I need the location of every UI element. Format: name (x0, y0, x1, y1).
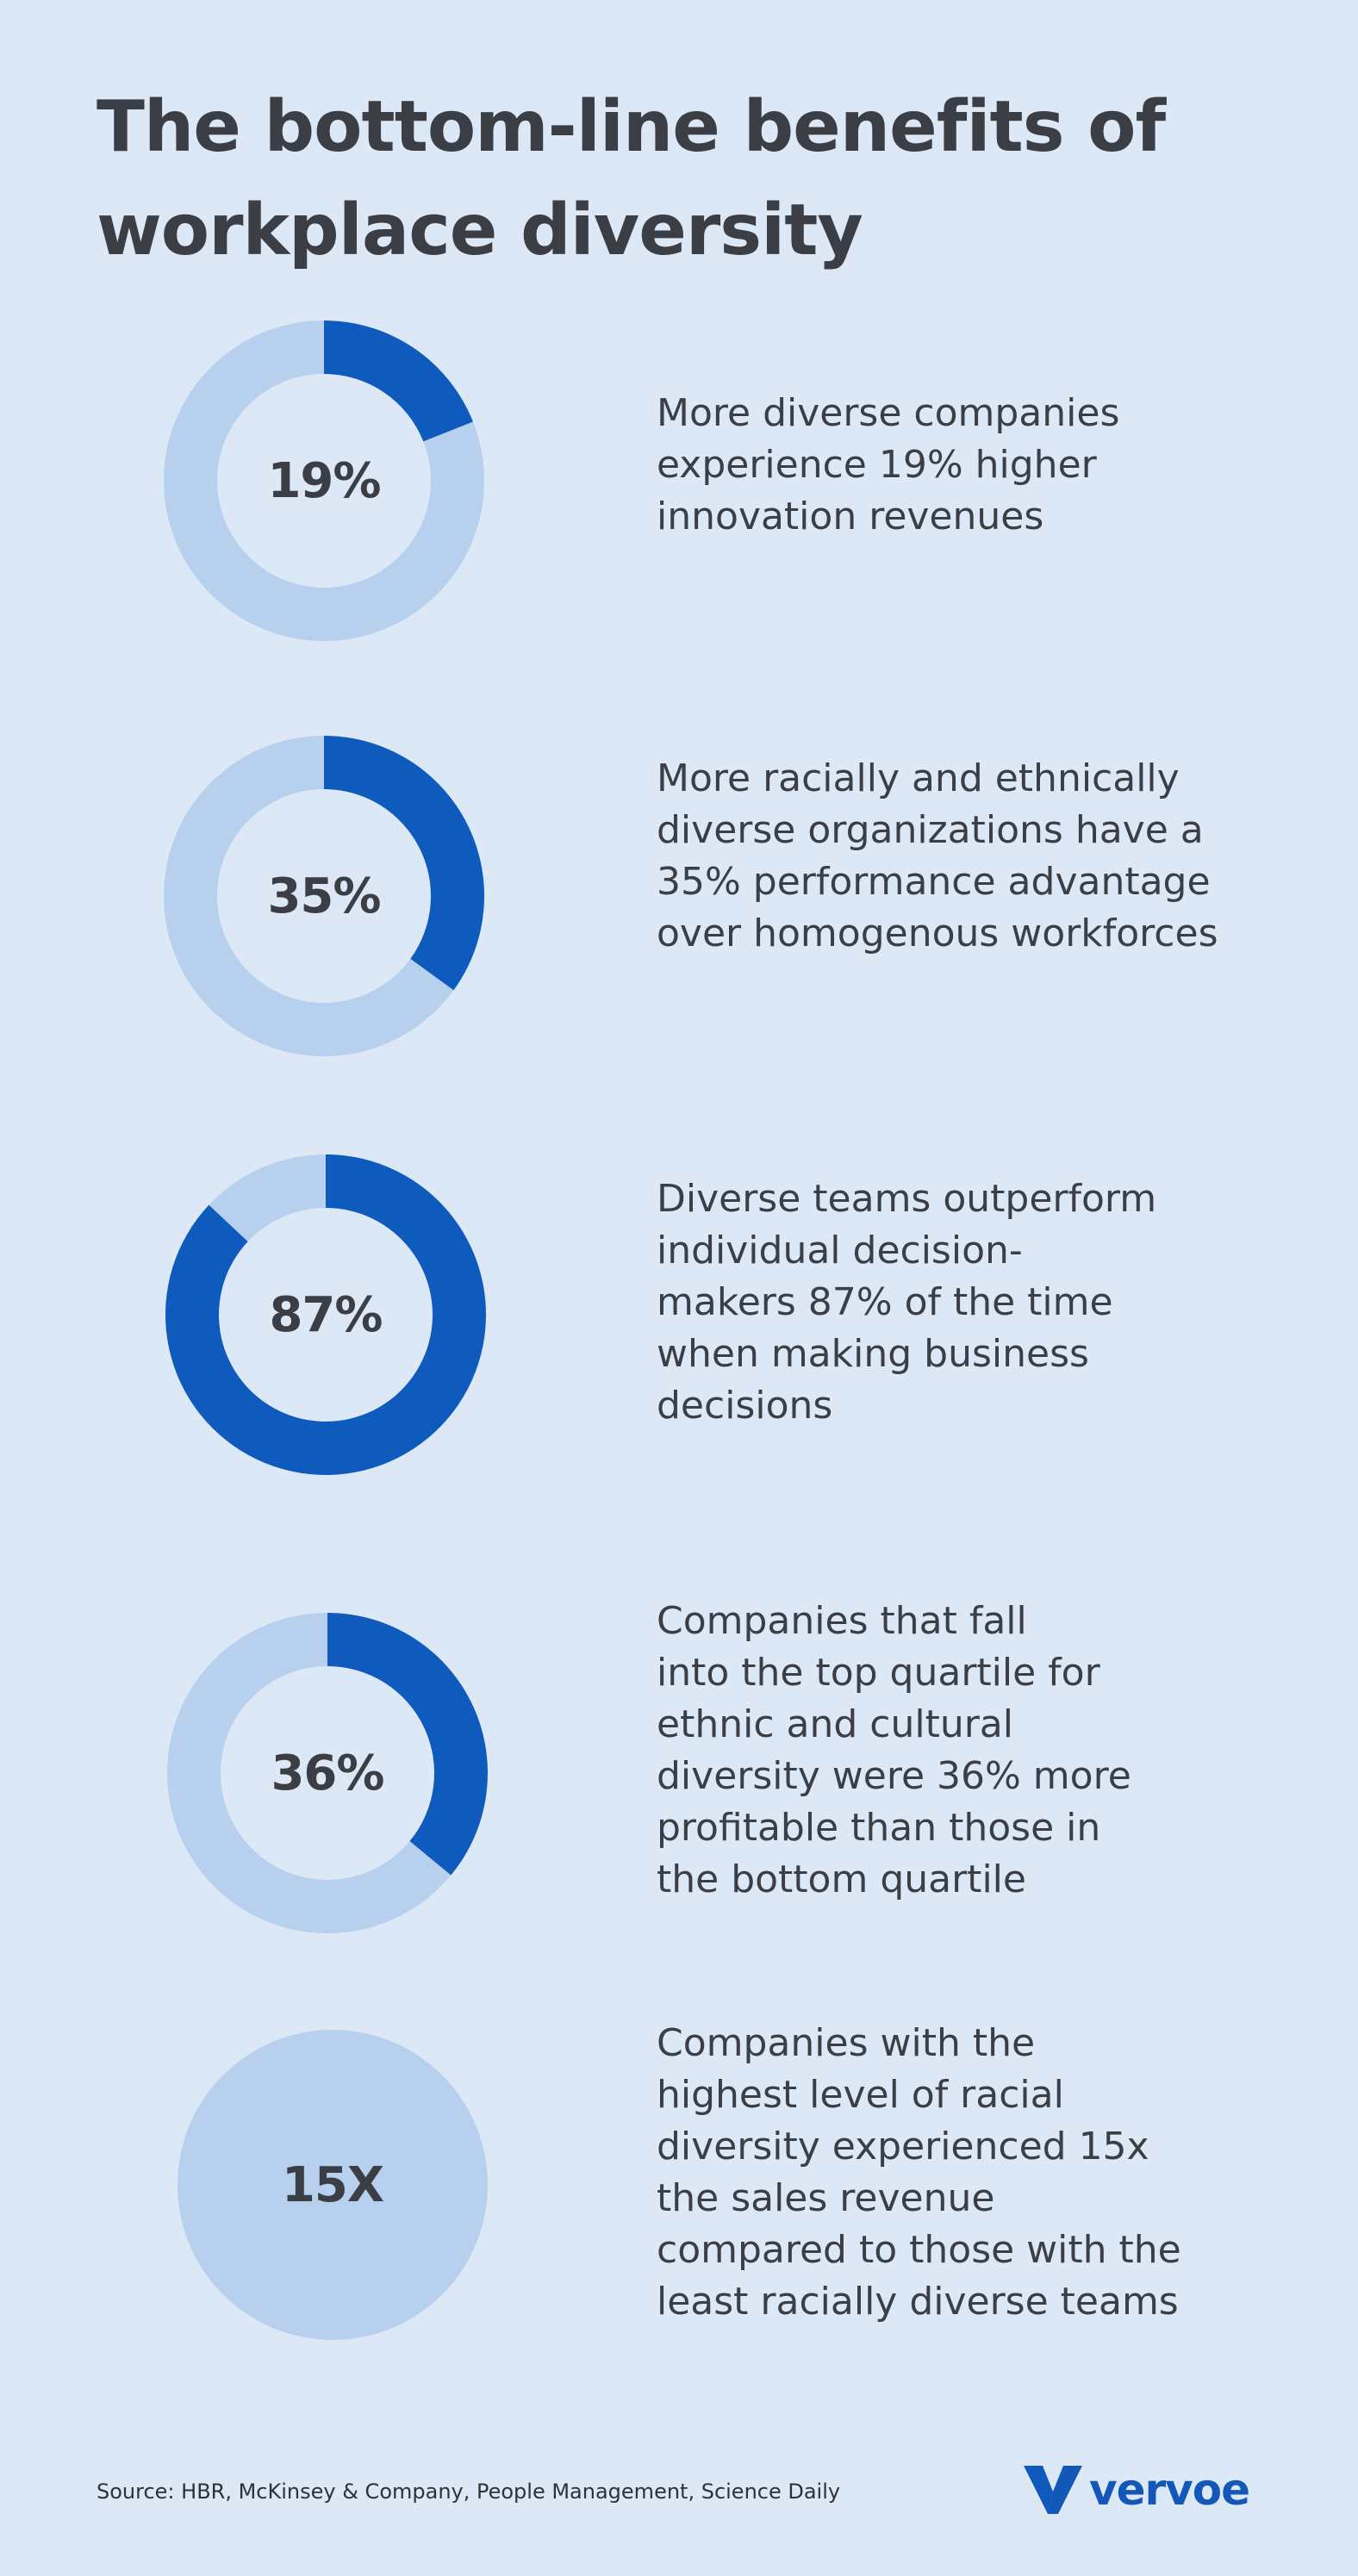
page-title: The bottom-line benefits of workplace di… (97, 76, 1217, 283)
description-3-line-1: Diverse teams outperform (657, 1177, 1157, 1221)
description-5-line-3: diversity experienced 15x (657, 2125, 1149, 2168)
stat-description-3: Diverse teams outperform individual deci… (657, 1173, 1277, 1432)
description-3-line-4: when making business (657, 1332, 1089, 1376)
description-4-line-2: into the top quartile for (657, 1651, 1100, 1695)
description-2-line-1: More racially and ethnically (657, 756, 1180, 800)
description-4-line-5: profitable than those in (657, 1806, 1101, 1850)
donut-solid-disc (178, 2030, 488, 2340)
description-5-line-4: the sales revenue (657, 2176, 995, 2220)
stat-description-1: More diverse companies experience 19% hi… (657, 388, 1277, 543)
donut-svg-2 (164, 736, 485, 1056)
description-1-line-2: experience 19% higher (657, 443, 1097, 487)
donut-value-label-5: 15X (281, 2156, 384, 2213)
donut-value-label-4: 36% (271, 1745, 384, 1801)
description-2-line-3: 35% performance advantage (657, 860, 1211, 904)
donut-value-arc (324, 320, 473, 442)
description-3-line-2: individual decision- (657, 1229, 1023, 1272)
donut-chart-3: 87% (162, 1151, 489, 1478)
description-5-line-6: least racially diverse teams (657, 2280, 1179, 2324)
donut-svg-5 (178, 2030, 488, 2340)
donut-value-label-3: 87% (269, 1286, 383, 1343)
vervoe-v-logo-icon (1024, 2466, 1082, 2514)
donut-svg-1 (164, 320, 484, 641)
description-3-line-5: decisions (657, 1384, 833, 1428)
donut-value-arc (324, 736, 485, 991)
description-4-line-6: the bottom quartile (657, 1857, 1026, 1901)
title-line-2: workplace diversity (97, 190, 863, 271)
description-4-line-4: diversity were 36% more (657, 1754, 1131, 1798)
donut-chart-4: 36% (164, 1609, 491, 1937)
donut-value-arc (165, 1154, 486, 1475)
donut-chart-1: 19% (160, 317, 488, 644)
description-4-line-1: Companies that fall (657, 1599, 1027, 1643)
description-1-line-1: More diverse companies (657, 391, 1120, 435)
description-2-line-4: over homogenous workforces (657, 912, 1218, 955)
description-5-line-1: Companies with the (657, 2021, 1036, 2065)
donut-value-arc (327, 1613, 488, 1876)
description-5-line-5: compared to those with the (657, 2228, 1181, 2272)
vervoe-logo: vervoe (1024, 2464, 1250, 2516)
donut-value-label-1: 19% (267, 452, 381, 509)
stat-description-2: More racially and ethnically diverse org… (657, 753, 1277, 960)
title-line-1: The bottom-line benefits of (97, 86, 1166, 168)
description-5-line-2: highest level of racial (657, 2073, 1064, 2117)
donut-chart-5: 15X (169, 2021, 496, 2349)
donut-chart-2: 35% (160, 732, 488, 1060)
stat-description-4: Companies that fall into the top quartil… (657, 1596, 1277, 1906)
source-citation: Source: HBR, McKinsey & Company, People … (97, 2480, 841, 2504)
donut-svg-3 (165, 1154, 486, 1475)
description-2-line-2: diverse organizations have a (657, 808, 1204, 852)
logo-wordmark: vervoe (1089, 2465, 1250, 2515)
description-3-line-3: makers 87% of the time (657, 1280, 1113, 1324)
stat-description-5: Companies with the highest level of raci… (657, 2018, 1277, 2328)
donut-svg-4 (167, 1613, 488, 1933)
donut-value-label-2: 35% (267, 868, 381, 924)
description-1-line-3: innovation revenues (657, 495, 1044, 538)
description-4-line-3: ethnic and cultural (657, 1702, 1013, 1746)
